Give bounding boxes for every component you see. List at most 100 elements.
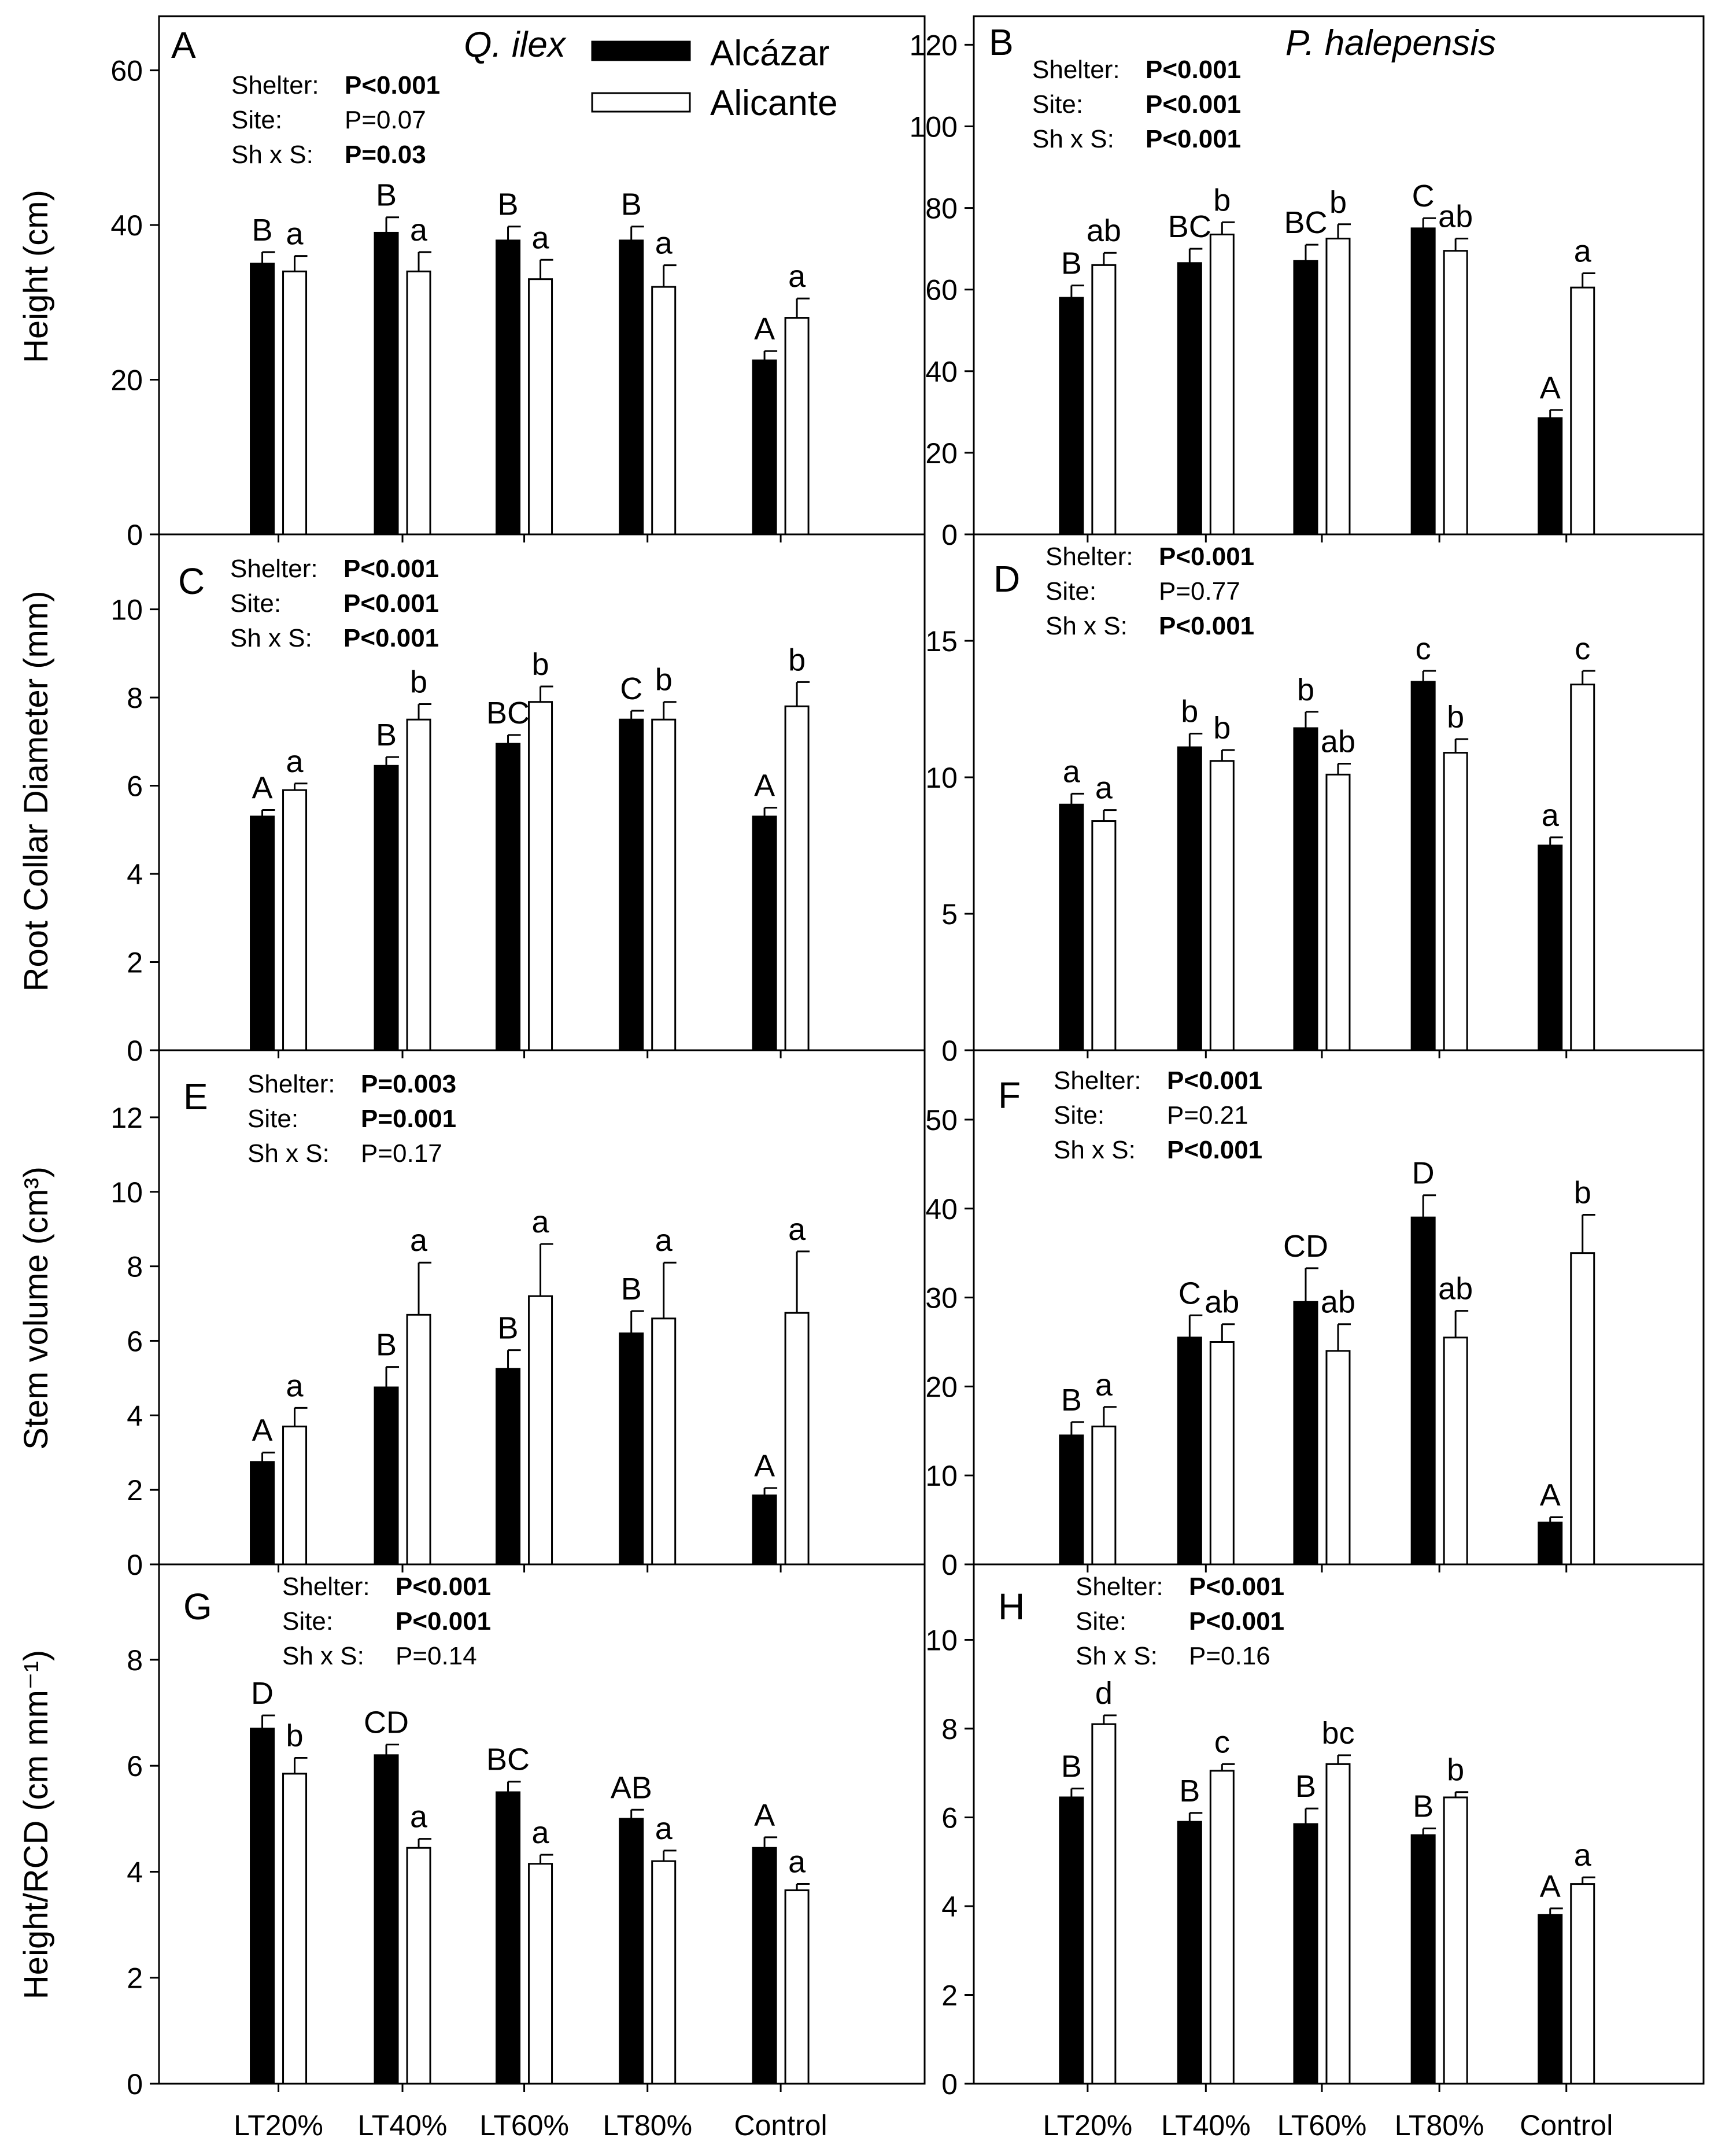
stat-line: Sh x S: P<0.001 [1032,125,1241,153]
significance-letter: B [498,187,519,222]
significance-letter: b [1297,673,1314,707]
y-tick-label: 120 [910,29,958,61]
bar-alcazar [250,263,275,536]
stat-line: Site: P=0.77 [1045,577,1240,606]
significance-letter: a [655,1811,673,1846]
stat-line: Shelter: P<0.001 [230,555,439,583]
stat-term: Sh x S: [1032,125,1114,153]
stat-term: Site: [231,106,282,134]
panel-b: 0 20 40 60 80 100 120 B Shelter: P<0.001 Site: P<0.… [910,15,1705,551]
significance-letter: BC [486,696,530,730]
stat-value: P=0.16 [1189,1642,1270,1670]
stat-value: P<0.001 [1146,90,1241,119]
y-tick-label: 4 [127,1400,143,1432]
significance-letter: C [1412,179,1435,213]
stat-value: P<0.001 [1167,1066,1262,1095]
y-tick-label: 4 [127,858,143,891]
significance-letter: a [410,1800,428,1834]
species-label-p-halepensis: P. halepensis [1285,23,1496,63]
significance-letter: B [621,187,642,222]
significance-letter: a [1574,234,1592,268]
significance-letter: a [532,1205,550,1239]
significance-letter: ab [1321,1285,1355,1320]
significance-letter: B [621,1272,642,1306]
y-tick-label: 40 [925,356,958,388]
panel-f: 0 10 20 30 40 50 F Shelter: P<0.001 Site: P=0.21 Sh… [925,1049,1705,1581]
x-tick-label: Control [734,2109,827,2142]
panel-letter: C [178,560,205,602]
bar-alcazar [1293,727,1318,1051]
bar-alicante [1325,1763,1351,2085]
significance-letter: C [620,671,642,706]
significance-letter: ab [1087,213,1121,248]
panel-a: 0 20 40 60 Height (cm) A Shelter: P<0.001 Site: P… [17,15,926,551]
y-tick-label: 8 [127,682,143,714]
stat-line: Shelter: P<0.001 [1045,542,1254,571]
y-tick-label: 0 [941,1549,958,1581]
panel-letter: F [998,1075,1021,1116]
significance-letter: ab [1321,724,1355,759]
stat-term: Site: [1054,1101,1104,1129]
stat-line: Sh x S: P=0.16 [1076,1642,1270,1670]
y-tick-label: 2 [941,1979,958,2011]
y-tick-label: 4 [127,1856,143,1888]
significance-letter: ab [1205,1285,1239,1320]
stat-value: P<0.001 [396,1607,491,1636]
bar-alcazar [752,815,777,1051]
bar-alcazar [250,815,275,1051]
bar-alicante [282,270,308,536]
stat-term: Shelter: [247,1070,335,1098]
y-tick-label: 80 [925,193,958,225]
bar-alicante [1091,1723,1117,2085]
bar-alcazar [374,765,399,1051]
stat-value: P<0.001 [1167,1136,1262,1164]
significance-letter: a [655,1223,673,1258]
stat-term: Sh x S: [1076,1642,1158,1670]
stat-line: Sh x S: P<0.001 [1045,612,1254,640]
stat-term: Shelter: [1032,56,1120,84]
significance-letter: B [1179,1774,1200,1808]
stat-line: Shelter: P<0.001 [282,1572,491,1601]
y-tick-label: 60 [925,274,958,307]
significance-letter: d [1095,1676,1113,1711]
significance-letter: a [532,220,550,255]
significance-letter: a [788,259,806,294]
panel-h: 0 2 4 6 8 10 H Shelter: P<0.001 Site: P<0.001 Sh x … [925,1563,1705,2142]
x-tick-label: LT20% [1043,2109,1133,2142]
bar-alcazar [1410,681,1436,1051]
y-tick-label: 12 [110,1102,143,1134]
y-tick-label: 10 [925,762,958,794]
bar-alicante [1091,820,1117,1051]
bar-alcazar [1177,746,1202,1051]
stat-line: Shelter: P=0.003 [247,1070,456,1098]
stat-line: Shelter: P<0.001 [231,71,440,99]
bar-alicante [1209,760,1235,1051]
bar-alcazar [496,239,521,536]
stat-term: Sh x S: [231,141,313,169]
legend-label-alcazar: Alcázar [710,34,830,73]
stat-term: Shelter: [230,555,318,583]
panel-d: 0 5 10 15 D Shelter: P<0.001 Site: P=0.77 Sh x S:… [925,533,1705,1067]
stat-value: P=0.77 [1159,577,1240,606]
bar-alicante [651,718,677,1051]
y-tick-label: 4 [941,1891,958,1923]
bar-alicante [282,1426,308,1566]
bar-alicante [528,1863,553,2085]
x-tick-label: LT60% [479,2109,569,2142]
significance-letter: BC [486,1742,530,1777]
significance-letter: B [1061,246,1082,281]
y-tick-label: 10 [925,1624,958,1656]
y-tick-label: 40 [110,209,143,242]
significance-letter: b [1447,1753,1464,1788]
x-tick-label: LT40% [358,2109,448,2142]
y-tick-label: 2 [127,1962,143,1995]
bar-alicante [1443,1796,1468,2085]
significance-letter: A [754,312,775,346]
bar-alicante [1325,773,1351,1051]
y-tick-label: 0 [127,2068,143,2100]
bar-alicante [651,286,677,536]
bar-alicante [1091,264,1117,536]
bar-alicante [528,278,553,536]
significance-letter: a [1095,771,1113,806]
